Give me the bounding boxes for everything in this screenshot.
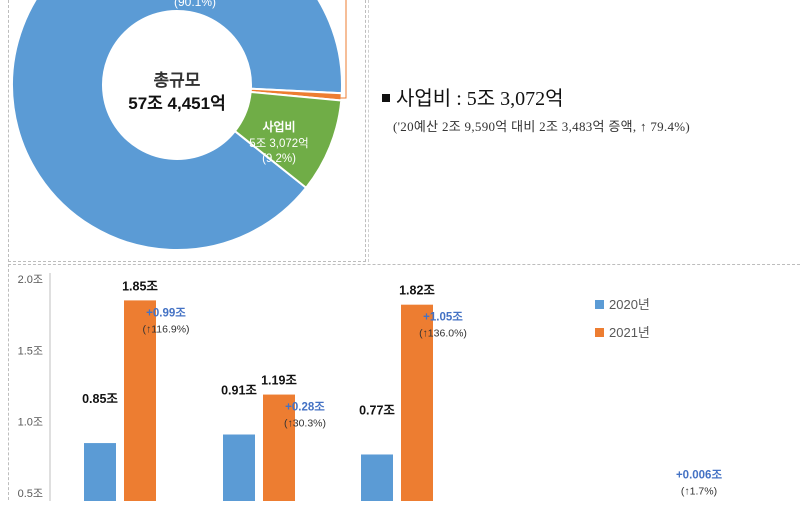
bar-value-label-4: 0.77조 bbox=[359, 403, 395, 417]
bar-panel: 0.5조 1.0조 1.5조 2.0조 0.85조 1.85조 0.91조 1.19조 0.77… bbox=[8, 264, 800, 501]
slice-2-share-label: (9.2%) bbox=[262, 153, 296, 165]
change-pct-label-2: (↑136.0%) bbox=[419, 328, 467, 340]
pie-panel: (90.1%) 사업비 5조 3,072억 (9.2%) 총규모 57조 4,451억 bbox=[8, 0, 366, 262]
bar-0-1 bbox=[223, 434, 255, 501]
pie-slice-0 bbox=[11, 0, 343, 251]
y-tick-label-2: 1.5조 bbox=[18, 345, 43, 357]
budget-title: 사업비 : 5조 3,072억 bbox=[382, 82, 564, 111]
bar-chart: 0.5조 1.0조 1.5조 2.0조 0.85조 1.85조 0.91조 1.19조 0.77… bbox=[18, 273, 722, 501]
bar-1-2 bbox=[401, 304, 433, 501]
legend-label-1: 2021년 bbox=[609, 325, 650, 340]
change-pct-label-4: (↑1.7%) bbox=[681, 485, 717, 497]
bar-0-0 bbox=[84, 443, 116, 501]
pie-chart: (90.1%) 사업비 5조 3,072억 (9.2%) 총규모 57조 4,451억 bbox=[11, 0, 347, 251]
leader-line bbox=[337, 0, 347, 99]
bar-value-label-5: 1.82조 bbox=[399, 284, 435, 298]
bar-1-0 bbox=[124, 300, 156, 501]
change-diff-label-4: +0.006조 bbox=[676, 468, 722, 481]
bar-value-label-2: 0.91조 bbox=[221, 384, 257, 398]
change-diff-label-0: +0.99조 bbox=[146, 306, 186, 319]
bar-1-1 bbox=[263, 394, 295, 501]
slice-2-amount-label: 5조 3,072억 bbox=[249, 137, 309, 150]
change-diff-label-1: +0.28조 bbox=[285, 401, 325, 414]
bar-value-label-3: 1.19조 bbox=[261, 374, 297, 388]
change-pct-label-0: (↑116.9%) bbox=[142, 323, 189, 335]
budget-note: ('20예산 2조 9,590억 대비 2조 3,483억 증액, ↑ 79.4… bbox=[393, 119, 691, 134]
pie-slice-2 bbox=[233, 90, 343, 190]
y-tick-label-1: 1.0조 bbox=[18, 417, 43, 429]
slice-2-name-label: 사업비 bbox=[262, 119, 295, 134]
pie-center-title: 총규모 bbox=[154, 71, 201, 90]
bar-0-2 bbox=[361, 454, 393, 501]
legend-swatch-1 bbox=[595, 328, 604, 337]
pie-center-total: 57조 4,451억 bbox=[128, 94, 225, 113]
budget-panel bbox=[368, 0, 800, 262]
bar-value-label-1: 1.85조 bbox=[122, 279, 158, 293]
change-diff-label-2: +1.05조 bbox=[423, 311, 463, 324]
legend-swatch-0 bbox=[595, 300, 604, 309]
change-pct-label-1: (↑30.3%) bbox=[284, 418, 326, 430]
y-tick-label-0: 0.5조 bbox=[18, 488, 43, 500]
bar-value-label-0: 0.85조 bbox=[82, 392, 118, 406]
bullet-square-icon bbox=[382, 94, 390, 102]
legend-label-0: 2020년 bbox=[609, 297, 650, 312]
y-tick-label-3: 2.0조 bbox=[18, 274, 43, 286]
budget-title-text: 사업비 : 5조 3,072억 bbox=[396, 88, 564, 110]
slice-0-share-label: (90.1%) bbox=[174, 0, 216, 9]
